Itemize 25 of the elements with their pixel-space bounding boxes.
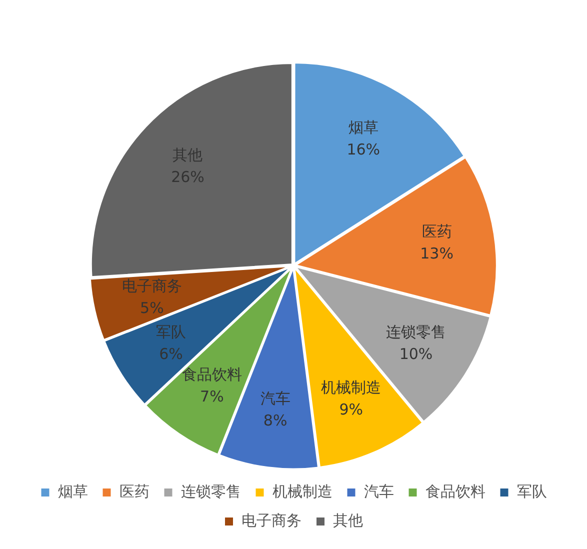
legend-label: 电子商务 [242,511,302,530]
slice-label: 医药 [422,222,452,241]
data-label: 13% [420,244,454,263]
slice-label: 电子商务 [122,277,182,296]
slice-label: 食品饮料 [182,365,242,384]
slice-label: 机械制造 [321,378,382,397]
slice-label: 烟草 [348,118,378,136]
data-label: 6% [159,345,183,364]
legend-label: 其他 [333,511,363,530]
data-label: 10% [399,345,433,364]
legend-label: 医药 [119,482,150,500]
slice-label: 汽车 [260,389,290,408]
data-label: 16% [346,140,380,158]
legend-label: 机械制造 [272,482,332,500]
legend-label: 食品饮料 [425,482,486,500]
legend-label: 连锁零售 [180,482,241,500]
slice-label: 军队 [156,323,186,342]
data-label: 7% [200,387,224,406]
legend-label: 汽车 [364,482,394,500]
data-label: 8% [263,411,288,430]
slice-label: 连锁零售 [386,323,446,342]
data-label: 5% [140,299,164,318]
legend-label: 烟草 [58,482,88,500]
legend-label: 军队 [516,482,547,500]
data-label: 9% [339,400,364,419]
